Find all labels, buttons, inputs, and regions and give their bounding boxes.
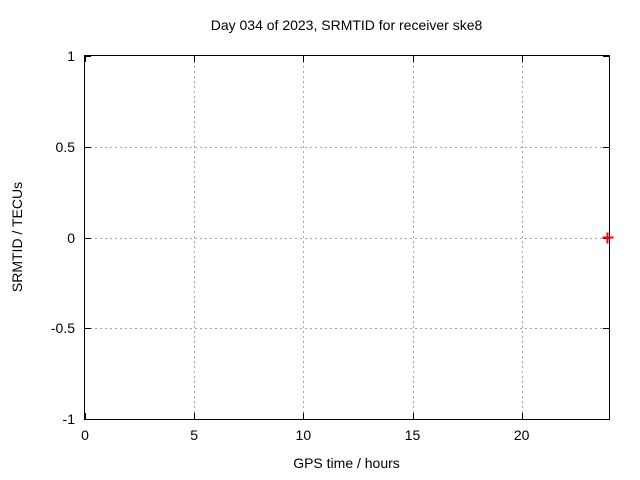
x-tick-mark-bottom: [194, 413, 196, 419]
x-tick-label: 0: [81, 427, 89, 443]
y-tick-label: 0.5: [55, 138, 75, 155]
x-axis-title: GPS time / hours: [293, 455, 400, 471]
y-tick-mark-right: [603, 56, 609, 57]
y-tick-mark-left: [85, 56, 91, 57]
y-tick-label: -1: [62, 411, 75, 427]
x-tick-mark-top: [85, 56, 86, 62]
x-tick-mark-bottom: [303, 413, 305, 419]
y-axis-title: SRMTID / TECUs: [9, 181, 25, 293]
y-gridline: [85, 328, 609, 330]
y-gridline: [85, 146, 609, 148]
y-tick-label: -0.5: [50, 320, 75, 337]
x-tick-label: 5: [190, 427, 199, 443]
plot-area: 0 5 10 15 20 1 0.5 0 -0.5 -1: [51, 49, 614, 442]
x-tick-mark-bottom: [521, 413, 523, 419]
y-gridline: [85, 237, 609, 239]
x-tick-label: 20: [513, 427, 530, 443]
chart-title: Day 034 of 2023, SRMTID for receiver ske…: [210, 17, 483, 33]
y-tick-mark-right: [603, 146, 609, 148]
y-tick-label: 1: [67, 48, 75, 64]
x-tick-mark-bottom: [412, 413, 414, 419]
x-tick-label: 15: [404, 427, 421, 443]
y-tick-mark-right: [603, 328, 609, 330]
y-tick-mark-left: [85, 419, 91, 420]
x-tick-mark-bottom: [85, 413, 86, 419]
y-tick-mark-left: [85, 328, 91, 330]
data-point-marker: [602, 232, 614, 243]
x-tick-mark-top: [521, 56, 523, 62]
y-tick-mark-right: [603, 419, 609, 420]
x-tick-mark-top: [194, 56, 196, 62]
y-tick-label: 0: [67, 229, 75, 246]
x-tick-label: 10: [295, 427, 312, 443]
x-tick-mark-top: [303, 56, 305, 62]
y-tick-mark-left: [85, 237, 91, 239]
y-tick-mark-left: [85, 146, 91, 148]
x-tick-mark-top: [412, 56, 414, 62]
